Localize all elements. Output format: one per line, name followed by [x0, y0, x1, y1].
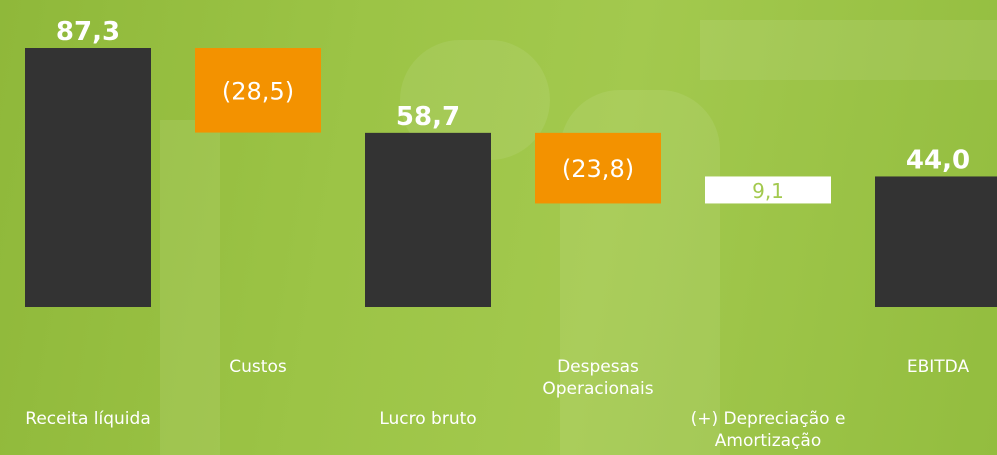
- plot: 87,3 (28,5) 58,7 (23,8) 9,1 44,0: [0, 0, 997, 455]
- value-label: 58,7: [396, 102, 460, 132]
- value-label: (28,5): [222, 77, 294, 105]
- x-tick-label: (+) Depreciação e Amortização: [683, 408, 853, 452]
- value-label: (23,8): [562, 155, 634, 183]
- chart: 87,3 (28,5) 58,7 (23,8) 9,1 44,0 Receita líqu…: [0, 0, 997, 455]
- value-label: 44,0: [906, 145, 970, 175]
- x-tick-label: EBITDA: [853, 356, 997, 378]
- value-label: 9,1: [752, 179, 784, 203]
- x-tick-label: Receita líquida: [3, 408, 173, 430]
- bar: [875, 176, 997, 307]
- bar: [25, 48, 151, 307]
- x-tick-label: Despesas Operacionais: [513, 356, 683, 400]
- value-label: 87,3: [56, 17, 120, 47]
- bar: [365, 133, 491, 307]
- x-tick-label: Lucro bruto: [343, 408, 513, 430]
- x-tick-label: Custos: [173, 356, 343, 378]
